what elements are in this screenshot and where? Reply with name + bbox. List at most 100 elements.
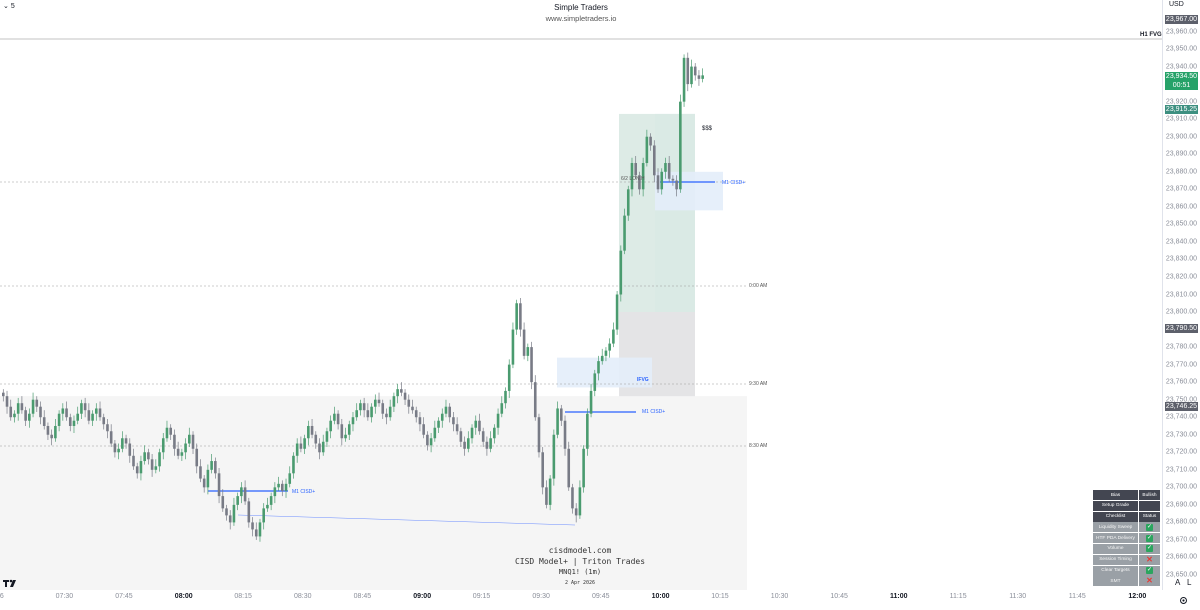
liquidity-target-label: $$$: [702, 126, 713, 132]
candle-body: [485, 441, 489, 449]
checklist-row: Session Timing ✕: [1093, 554, 1160, 565]
time-tick-label: 07:30: [55, 593, 74, 600]
price-tick-label: 23,720.00: [1165, 448, 1197, 456]
tradingview-logo-icon[interactable]: [3, 575, 19, 593]
candle-body: [344, 434, 347, 439]
header-title: Simple Traders: [554, 3, 608, 12]
candle-body: [277, 483, 280, 488]
candle-body: [649, 136, 652, 146]
checklist-status-cell: ✕: [1139, 554, 1160, 565]
candle-body: [16, 403, 20, 414]
candle-body: [645, 136, 649, 164]
candle-body: [697, 75, 701, 79]
candle-body: [444, 406, 448, 414]
price-tick-label: 23,910.00: [1165, 115, 1197, 123]
checklist-row-label: Volume: [1093, 543, 1138, 554]
session-line-label-1: 0:00 AM: [749, 283, 768, 289]
interval-selector[interactable]: ⌄ 5: [3, 2, 15, 10]
candle-body: [98, 408, 102, 418]
currency-label[interactable]: USD: [1169, 1, 1184, 8]
log-scale-button[interactable]: L: [1187, 578, 1192, 587]
price-tick-label: 23,890.00: [1165, 150, 1197, 158]
price-tick-label: 23,730.00: [1165, 431, 1197, 439]
session-line-label-3: 8:30 AM: [749, 443, 768, 449]
candle-body: [440, 413, 444, 421]
check-icon: ✓: [1146, 567, 1153, 575]
candle-body: [634, 163, 637, 176]
candle-body: [80, 403, 83, 414]
candle-body: [511, 329, 515, 365]
price-tick-label: 23,800.00: [1165, 308, 1197, 316]
price-tick-label: 23,880.00: [1165, 168, 1197, 176]
time-axis[interactable]: 16 07:30 07:45 08:00 08:15 08:30 08:45 09:00 09:…: [0, 590, 1162, 603]
target-zone-right: [655, 113, 695, 313]
candle-body: [556, 408, 559, 435]
candle-body: [500, 403, 504, 414]
checklist-row: Liquidity Sweep ✓: [1093, 522, 1160, 533]
candle-body: [251, 522, 254, 530]
time-tick-label: 16: [0, 593, 4, 600]
candle-body: [560, 408, 563, 421]
candle-body: [667, 163, 671, 179]
candle-body: [615, 294, 619, 330]
candle-body: [169, 427, 172, 435]
price-tick-label: 23,780.00: [1165, 343, 1197, 351]
checklist-row-label: Liquidity Sweep: [1093, 522, 1138, 533]
checklist-row: Volume ✓: [1093, 543, 1160, 554]
candle-body: [299, 443, 303, 449]
candle-body: [407, 399, 411, 407]
time-tick-label: 11:45: [1068, 593, 1086, 600]
candle-body: [254, 529, 258, 537]
candle-body: [117, 448, 120, 453]
candle-body: [329, 420, 332, 432]
checklist-row-label: Clear Targets: [1093, 565, 1138, 576]
candle-body: [448, 406, 451, 418]
candle-body: [24, 410, 27, 421]
time-tick-label: 09:45: [592, 593, 610, 600]
auto-scale-button[interactable]: A: [1175, 578, 1181, 587]
watermark-date: 2 Apr 2026: [564, 580, 596, 586]
candle-body: [478, 420, 481, 432]
candle-body: [307, 425, 310, 439]
time-tick-label: 11:30: [1009, 593, 1027, 600]
candle-body: [686, 57, 690, 85]
check-icon: ✓: [1146, 523, 1153, 531]
candle-body: [247, 501, 251, 523]
candle-body: [106, 424, 109, 432]
candle-body: [459, 431, 463, 442]
price-chart[interactable]: [0, 0, 1162, 590]
time-tick-label: 10:00: [651, 593, 670, 600]
candle-body: [522, 329, 526, 356]
candle-body: [537, 417, 541, 453]
candle-body: [641, 163, 645, 190]
candle-body: [582, 448, 585, 488]
candle-body: [426, 434, 429, 446]
candle-body: [65, 408, 68, 418]
candle-body: [567, 448, 571, 488]
settings-gear-icon[interactable]: [1179, 592, 1188, 610]
candle-body: [600, 355, 604, 362]
candle-body: [359, 403, 362, 411]
candle-body: [28, 413, 31, 421]
candle-body: [608, 343, 611, 351]
chart-area[interactable]: Simple Traders www.simpletraders.io ⌄ 5 …: [0, 0, 1162, 590]
watermark-model: CISD Model+ | Triton Trades: [514, 557, 646, 566]
candle-body: [664, 163, 667, 172]
candle-body: [351, 417, 355, 425]
price-tick-label: 23,670.00: [1165, 536, 1197, 544]
candle-body: [653, 145, 656, 176]
checklist-row-label: HTF PDA Delivery: [1093, 533, 1138, 544]
candle-body: [541, 452, 544, 488]
candle-body: [370, 406, 373, 418]
candle-body: [493, 427, 496, 439]
candle-body: [660, 171, 664, 190]
candle-body: [515, 303, 518, 330]
watermark-site: cisdmodel.com: [548, 546, 612, 555]
candle-body: [132, 455, 135, 467]
price-axis[interactable]: USD 23,960.0023,950.0023,940.0023,930.00…: [1162, 0, 1200, 590]
checklist-row: Bias Bullish: [1093, 490, 1160, 500]
time-tick-label: 11:15: [949, 593, 967, 600]
candle-body: [292, 455, 295, 474]
candle-body: [87, 410, 91, 421]
candle-body: [693, 66, 697, 76]
